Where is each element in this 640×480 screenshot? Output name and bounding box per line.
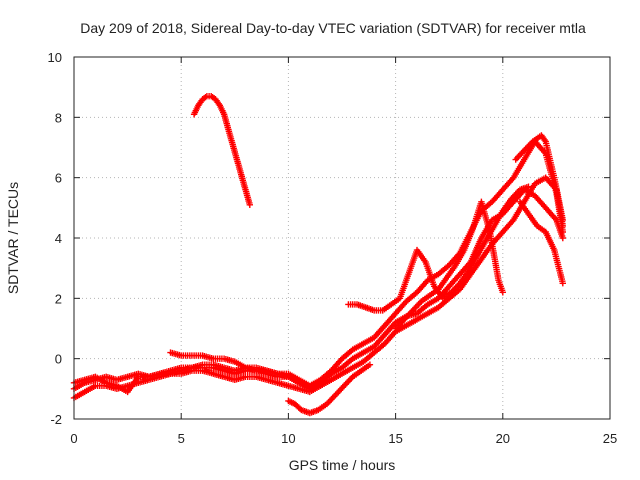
series-track-a (70, 186, 566, 392)
data-point (559, 234, 566, 242)
data-series (70, 93, 566, 417)
data-point (559, 280, 566, 287)
series-track-g (345, 183, 532, 314)
y-tick-label: 4 (55, 231, 62, 246)
data-point (246, 201, 253, 208)
series-track-i (516, 198, 566, 287)
x-axis-label: GPS time / hours (289, 457, 396, 473)
series-track-h (392, 198, 506, 332)
y-tick-label: 6 (55, 171, 62, 186)
x-tick-label: 20 (496, 431, 510, 446)
y-tick-label: 0 (55, 352, 62, 367)
series-track-e (190, 93, 253, 208)
y-axis-label: SDTVAR / TECUs (5, 182, 21, 294)
axis-ticks: 0 5 10 15 20 25 -2 0 2 4 6 8 10 (48, 50, 618, 446)
data-point (366, 361, 374, 368)
grid (74, 57, 610, 419)
series-track-j (512, 132, 566, 224)
data-point (499, 289, 506, 296)
y-tick-label: 8 (55, 110, 62, 125)
data-point (525, 183, 532, 190)
y-tick-label: 10 (48, 50, 62, 65)
x-tick-label: 10 (281, 431, 295, 446)
series-track-d (70, 138, 566, 396)
data-point (559, 216, 566, 224)
series-track-b (70, 174, 566, 402)
x-tick-label: 5 (178, 431, 185, 446)
data-point (559, 228, 566, 236)
x-tick-label: 15 (388, 431, 402, 446)
chart-title: Day 209 of 2018, Sidereal Day-to-day VTE… (80, 20, 586, 36)
data-point (202, 94, 209, 101)
series-track-f (285, 361, 374, 417)
y-tick-label: -2 (50, 412, 62, 427)
x-tick-label: 0 (70, 431, 77, 446)
y-tick-label: 2 (55, 291, 62, 306)
x-tick-label: 25 (603, 431, 617, 446)
